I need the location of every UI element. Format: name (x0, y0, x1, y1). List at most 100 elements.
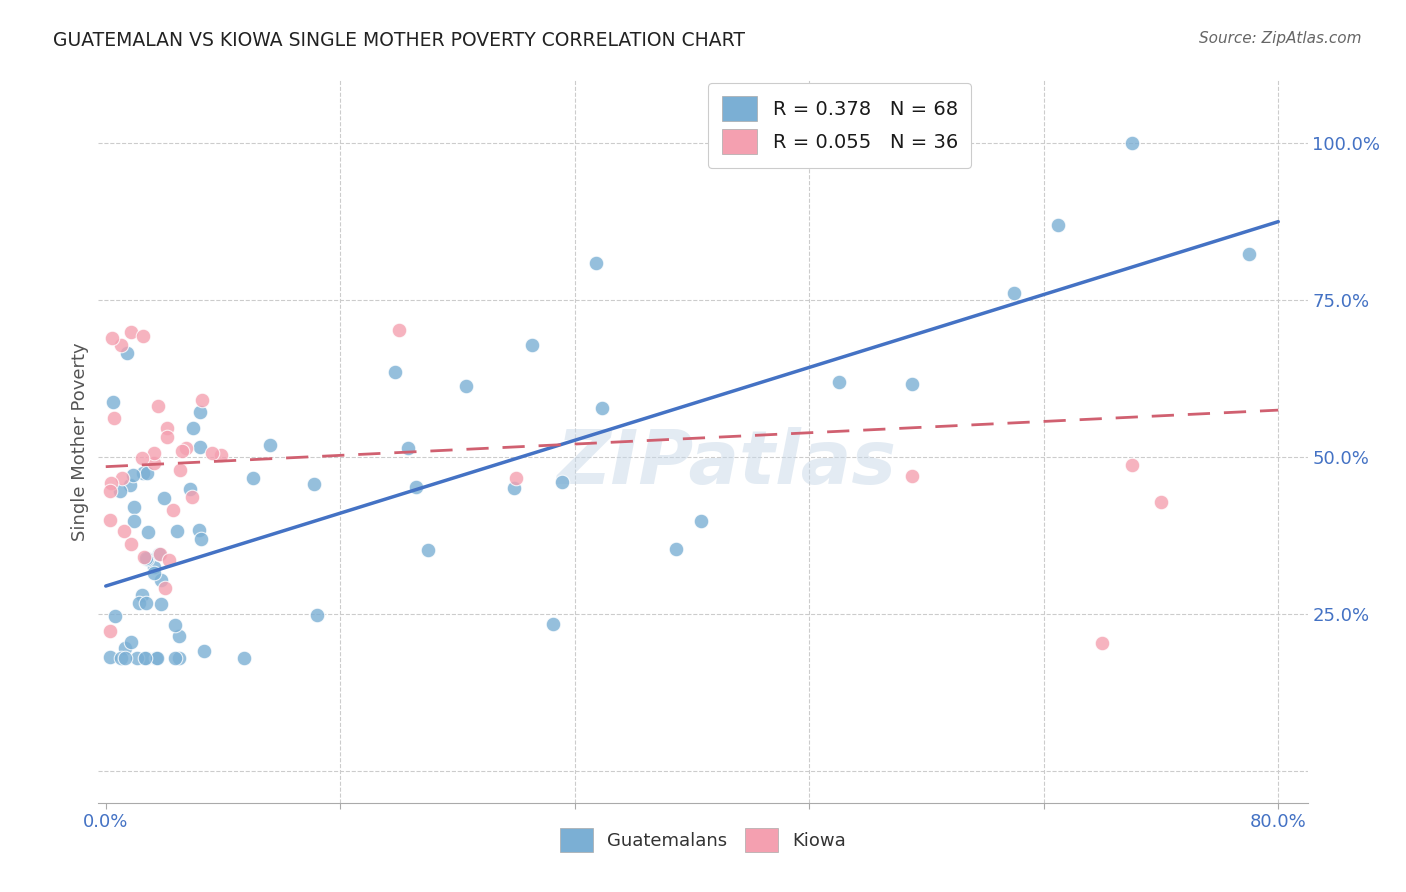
Point (181, 421, 204, 435)
Point (108, 483, 131, 498)
Point (174, 441, 197, 455)
Point (169, 463, 191, 477)
Point (149, 547, 172, 561)
Point (131, 450, 153, 465)
Point (585, 256, 607, 270)
Text: ZIPatlas: ZIPatlas (557, 426, 897, 500)
Point (188, 405, 211, 419)
Point (145, 651, 167, 665)
Point (1121, 136, 1143, 150)
Point (901, 469, 924, 483)
Point (233, 651, 256, 665)
Point (148, 547, 170, 561)
Point (104, 609, 127, 624)
Point (169, 629, 191, 643)
Point (120, 478, 142, 492)
Point (142, 560, 165, 574)
Point (111, 471, 134, 485)
Point (114, 640, 136, 655)
Point (101, 331, 124, 345)
Point (120, 635, 142, 649)
Point (200, 446, 222, 460)
Point (112, 524, 135, 538)
Point (153, 491, 176, 506)
Point (163, 617, 186, 632)
Point (162, 503, 184, 517)
Point (1121, 458, 1143, 473)
Point (505, 471, 527, 485)
Point (1047, 218, 1070, 232)
Point (132, 328, 155, 343)
Point (165, 651, 187, 665)
Point (188, 440, 211, 454)
Point (179, 483, 201, 497)
Point (405, 479, 427, 493)
Point (541, 616, 564, 631)
Point (901, 376, 924, 391)
Y-axis label: Single Mother Poverty: Single Mother Poverty (70, 343, 89, 541)
Point (122, 514, 145, 528)
Point (193, 644, 215, 658)
Point (302, 477, 325, 491)
Point (384, 365, 406, 379)
Point (98, 650, 121, 665)
Point (156, 421, 179, 435)
Point (120, 537, 142, 551)
Point (136, 466, 159, 480)
Point (101, 394, 124, 409)
Point (98, 483, 121, 498)
Text: GUATEMALAN VS KIOWA SINGLE MOTHER POVERTY CORRELATION CHART: GUATEMALAN VS KIOWA SINGLE MOTHER POVERT… (53, 31, 745, 50)
Point (110, 651, 132, 665)
Point (135, 651, 157, 665)
Point (1091, 636, 1114, 650)
Point (520, 338, 543, 352)
Point (259, 438, 281, 452)
Point (209, 448, 232, 462)
Point (135, 550, 157, 565)
Point (131, 588, 153, 602)
Point (124, 500, 146, 514)
Text: Source: ZipAtlas.com: Source: ZipAtlas.com (1198, 31, 1361, 46)
Point (665, 541, 688, 556)
Point (132, 466, 155, 480)
Point (150, 597, 173, 611)
Point (456, 378, 478, 392)
Point (136, 524, 159, 539)
Point (307, 607, 329, 622)
Point (159, 553, 181, 567)
Point (146, 399, 169, 413)
Point (1150, 494, 1173, 508)
Point (120, 325, 142, 339)
Point (191, 393, 214, 408)
Point (827, 376, 849, 390)
Point (1004, 286, 1026, 301)
Point (125, 651, 148, 665)
Point (690, 514, 713, 528)
Point (134, 549, 156, 564)
Point (396, 442, 419, 456)
Point (156, 430, 179, 444)
Point (115, 345, 138, 359)
Point (388, 323, 411, 337)
Point (150, 573, 173, 587)
Point (170, 443, 193, 458)
Point (167, 651, 190, 665)
Point (122, 467, 145, 482)
Point (146, 651, 169, 665)
Point (155, 581, 177, 595)
Point (103, 410, 125, 425)
Point (142, 445, 165, 459)
Legend: Guatemalans, Kiowa: Guatemalans, Kiowa (553, 822, 853, 859)
Point (135, 596, 157, 610)
Point (134, 651, 156, 665)
Point (114, 651, 136, 665)
Point (136, 551, 159, 566)
Point (550, 475, 572, 489)
Point (1237, 247, 1260, 261)
Point (187, 523, 209, 537)
Point (591, 401, 613, 415)
Point (181, 490, 204, 504)
Point (190, 532, 212, 546)
Point (143, 566, 166, 581)
Point (110, 338, 132, 352)
